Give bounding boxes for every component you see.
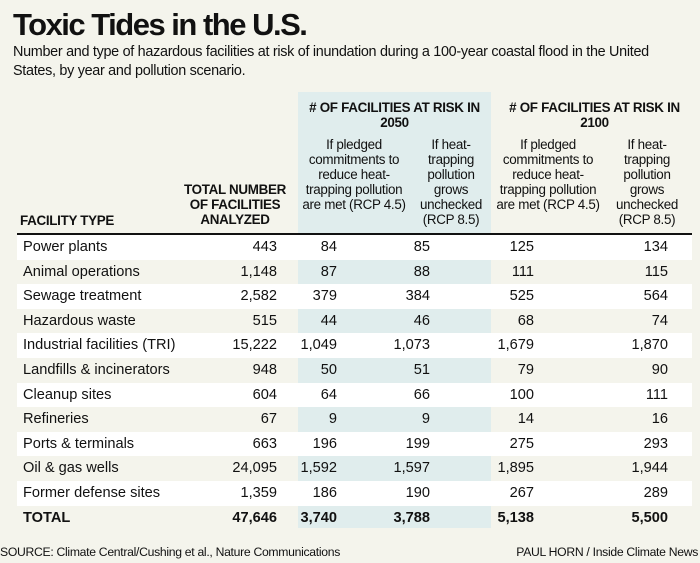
cell-2100-rcp85: 1,944 — [631, 460, 668, 477]
source-note: SOURCE: Climate Central/Cushing et al., … — [0, 545, 341, 559]
cell-2050-rcp85: 3,788 — [393, 509, 430, 526]
cell-facility-type: Sewage treatment — [23, 288, 142, 305]
cell-facility-type: Industrial facilities (TRI) — [23, 337, 176, 354]
cell-2100-rcp45: 125 — [509, 239, 534, 255]
group-header-2100: # OF FACILITIES AT RISK IN 2100 — [509, 100, 680, 130]
cell-2100-rcp85: 289 — [643, 484, 668, 501]
cell-2050-rcp85: 190 — [405, 484, 430, 501]
table-row: Power plants 443 84 85 125 134 — [17, 235, 692, 260]
cell-facility-type: Power plants — [23, 239, 108, 255]
cell-facility-type: Hazardous waste — [23, 312, 136, 329]
cell-2050-rcp85: 88 — [413, 263, 430, 280]
cell-2050-rcp85: 66 — [413, 386, 430, 403]
page-title: Toxic Tides in the U.S. — [13, 7, 308, 42]
cell-total: 663 — [252, 435, 277, 452]
cell-total: 604 — [252, 386, 277, 403]
cell-2100-rcp45: 1,679 — [497, 337, 534, 354]
cell-total: 1,359 — [240, 484, 277, 501]
header-2100-rcp85: If heat-trapping pollution grows uncheck… — [615, 137, 679, 227]
cell-facility-type: Landfills & incinerators — [23, 361, 170, 378]
cell-total: 24,095 — [232, 460, 277, 477]
cell-2100-rcp85: 134 — [643, 239, 668, 255]
header-total: TOTAL NUMBER OF FACILITIES ANALYZED — [183, 182, 287, 227]
table-row: Hazardous waste 515 44 46 68 74 — [17, 309, 692, 334]
header-rule — [17, 233, 692, 235]
cell-2100-rcp45: 5,138 — [497, 509, 534, 526]
cell-2050-rcp85: 1,597 — [393, 460, 430, 477]
cell-2100-rcp85: 90 — [651, 361, 668, 378]
group-header-2050: # OF FACILITIES AT RISK IN 2050 — [309, 100, 480, 130]
header-2050-rcp85: If heat-trapping pollution grows uncheck… — [419, 137, 483, 227]
cell-2100-rcp45: 267 — [509, 484, 534, 501]
table-row: Ports & terminals 663 196 199 275 293 — [17, 431, 692, 457]
cell-facility-type: Ports & terminals — [23, 435, 135, 452]
cell-2100-rcp85: 564 — [643, 288, 668, 305]
cell-total: 67 — [260, 411, 277, 428]
cell-2050-rcp45: 64 — [320, 386, 337, 403]
cell-2050-rcp45: 1,049 — [300, 337, 337, 354]
cell-2100-rcp45: 100 — [509, 386, 534, 403]
cell-2050-rcp45: 44 — [320, 312, 337, 329]
cell-2100-rcp85: 74 — [651, 312, 668, 329]
cell-facility-type: Animal operations — [23, 263, 140, 280]
cell-total: 515 — [252, 312, 277, 329]
cell-facility-type: Cleanup sites — [23, 386, 112, 403]
cell-2100-rcp45: 111 — [511, 263, 534, 280]
header-2050-rcp45: If pledged commitments to reduce heat-tr… — [302, 137, 406, 212]
subtitle: Number and type of hazardous facilities … — [13, 44, 649, 79]
cell-2100-rcp85: 16 — [651, 411, 668, 428]
cell-2050-rcp45: 3,740 — [300, 509, 337, 526]
cell-2100-rcp45: 525 — [509, 288, 534, 305]
cell-2100-rcp85: 111 — [645, 386, 668, 403]
cell-2050-rcp85: 85 — [413, 239, 430, 255]
table-row: Cleanup sites 604 64 66 100 111 — [17, 382, 692, 408]
cell-total: 948 — [252, 361, 277, 378]
cell-2050-rcp45: 1,592 — [300, 460, 337, 477]
cell-facility-type: Former defense sites — [23, 484, 161, 501]
cell-facility-type: Oil & gas wells — [23, 460, 119, 477]
data-table: Power plants 443 84 85 125 134 Animal operatio… — [17, 235, 692, 530]
header-2100-rcp45: If pledged commitments to reduce heat-tr… — [496, 137, 600, 212]
cell-total: 1,148 — [240, 263, 277, 280]
cell-2100-rcp45: 79 — [517, 361, 534, 378]
cell-2100-rcp45: 275 — [509, 435, 534, 452]
cell-2100-rcp45: 1,895 — [497, 460, 534, 477]
credit-line: PAUL HORN / Inside Climate News — [516, 545, 698, 559]
cell-facility-type: TOTAL — [23, 509, 71, 526]
table-row: Sewage treatment 2,582 379 384 525 564 — [17, 284, 692, 309]
cell-2100-rcp85: 1,870 — [631, 337, 668, 354]
table-row: Industrial facilities (TRI) 15,222 1,049 1,… — [17, 333, 692, 358]
cell-2050-rcp45: 196 — [312, 435, 337, 452]
cell-total: 443 — [252, 239, 277, 255]
cell-2050-rcp45: 84 — [320, 239, 337, 255]
table-row: Oil & gas wells 24,095 1,592 1,597 1,895 1,94… — [17, 456, 692, 481]
cell-2050-rcp85: 46 — [413, 312, 430, 329]
cell-2050-rcp45: 186 — [312, 484, 337, 501]
cell-2050-rcp45: 9 — [328, 411, 337, 428]
cell-total: 47,646 — [232, 509, 277, 526]
cell-total: 15,222 — [232, 337, 277, 354]
cell-2050-rcp85: 384 — [405, 288, 430, 305]
cell-2100-rcp85: 115 — [644, 263, 668, 280]
cell-2050-rcp45: 87 — [320, 263, 337, 280]
table-row: Former defense sites 1,359 186 190 267 289 — [17, 480, 692, 506]
cell-2100-rcp45: 14 — [517, 411, 534, 428]
cell-facility-type: Refineries — [23, 411, 89, 428]
cell-2050-rcp45: 50 — [320, 361, 337, 378]
cell-2100-rcp85: 5,500 — [631, 509, 668, 526]
cell-2050-rcp45: 379 — [312, 288, 337, 305]
cell-2050-rcp85: 51 — [413, 361, 430, 378]
cell-2050-rcp85: 1,073 — [393, 337, 430, 354]
cell-2050-rcp85: 199 — [405, 435, 430, 452]
cell-2050-rcp85: 9 — [421, 411, 430, 428]
cell-total: 2,582 — [240, 288, 277, 305]
header-facility-type: FACILITY TYPE — [20, 213, 115, 228]
cell-2100-rcp85: 293 — [643, 435, 668, 452]
cell-2100-rcp45: 68 — [517, 312, 534, 329]
table-row: Animal operations 1,148 87 88 111 115 — [17, 260, 692, 285]
total-row: TOTAL 47,646 3,740 3,788 5,138 5,500 — [17, 506, 692, 531]
table-row: Refineries 67 9 9 14 16 — [17, 407, 692, 432]
table-row: Landfills & incinerators 948 50 51 79 90 — [17, 358, 692, 383]
